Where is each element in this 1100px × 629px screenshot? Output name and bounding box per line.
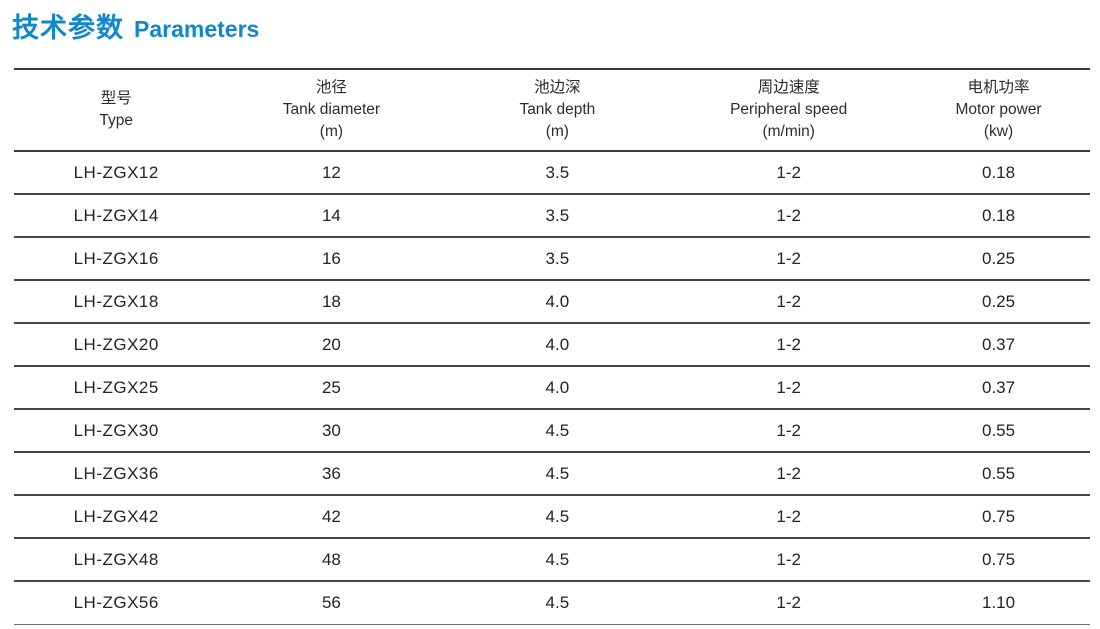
cell-value: 25 <box>218 366 445 410</box>
column-header-line: (m) <box>545 123 569 140</box>
cell-value: 4.0 <box>444 280 671 324</box>
column-header-line: Tank diameter <box>282 101 381 118</box>
cell-value: 30 <box>218 409 445 453</box>
cell-value: 0.37 <box>907 366 1090 410</box>
cell-model: LH-ZGX36 <box>14 452 219 496</box>
cell-value: 36 <box>218 452 445 496</box>
table-row: LH-ZGX25 25 4.0 1-2 0.37 <box>14 366 1090 410</box>
cell-value: 0.75 <box>907 495 1090 539</box>
cell-value: 42 <box>218 495 445 539</box>
parameters-table: 型号 Type 池径 Tank diameter (m) 池边深 Tank depth (m)… <box>14 68 1090 625</box>
cell-value: 4.5 <box>444 409 671 453</box>
table-row: LH-ZGX20 20 4.0 1-2 0.37 <box>14 323 1090 367</box>
column-header-line: 池边深 <box>534 79 581 96</box>
column-header-line: Motor power <box>955 101 1042 118</box>
column-header-line: 池径 <box>315 79 347 96</box>
cell-value: 1-2 <box>670 194 908 238</box>
cell-value: 4.5 <box>444 495 671 539</box>
column-header-line: 型号 <box>100 90 132 107</box>
table-row: LH-ZGX56 56 4.5 1-2 1.10 <box>14 581 1090 625</box>
table-row: LH-ZGX36 36 4.5 1-2 0.55 <box>14 452 1090 496</box>
cell-model: LH-ZGX48 <box>14 538 219 582</box>
cell-model: LH-ZGX56 <box>14 581 219 625</box>
column-header-line: (kw) <box>983 123 1014 140</box>
cell-value: 3.5 <box>444 151 671 195</box>
table-row: LH-ZGX12 12 3.5 1-2 0.18 <box>14 151 1090 195</box>
cell-value: 1-2 <box>670 452 908 496</box>
cell-value: 0.25 <box>907 237 1090 281</box>
cell-value: 0.37 <box>907 323 1090 367</box>
cell-value: 3.5 <box>444 237 671 281</box>
cell-value: 18 <box>218 280 445 324</box>
cell-value: 1-2 <box>670 366 908 410</box>
cell-value: 4.5 <box>444 452 671 496</box>
table-row: LH-ZGX16 16 3.5 1-2 0.25 <box>14 237 1090 281</box>
cell-model: LH-ZGX18 <box>14 280 219 324</box>
cell-value: 0.18 <box>907 194 1090 238</box>
column-header-type: 型号 Type <box>14 69 219 152</box>
cell-value: 4.0 <box>444 323 671 367</box>
cell-value: 0.25 <box>907 280 1090 324</box>
cell-value: 1-2 <box>670 237 908 281</box>
column-header-tank-depth: 池边深 Tank depth (m) <box>444 69 671 152</box>
section-title-zh: 技术参数 <box>12 13 124 43</box>
cell-value: 1-2 <box>670 495 908 539</box>
parameters-table-body: LH-ZGX12 12 3.5 1-2 0.18 LH-ZGX14 14 3.5 1-2 0.18… <box>14 151 1090 625</box>
cell-value: 0.75 <box>907 538 1090 582</box>
parameters-table-header: 型号 Type 池径 Tank diameter (m) 池边深 Tank depth (m)… <box>14 69 1090 152</box>
column-header-line: Peripheral speed <box>730 101 848 118</box>
cell-value: 1-2 <box>670 151 908 195</box>
cell-value: 0.18 <box>907 151 1090 195</box>
cell-value: 1.10 <box>907 581 1090 625</box>
column-header-line: (m) <box>319 123 344 140</box>
table-row: LH-ZGX48 48 4.5 1-2 0.75 <box>14 538 1090 582</box>
cell-model: LH-ZGX14 <box>14 194 219 238</box>
cell-value: 4.5 <box>444 538 671 582</box>
cell-model: LH-ZGX30 <box>14 409 219 453</box>
column-header-tank-diameter: 池径 Tank diameter (m) <box>218 69 445 152</box>
cell-value: 1-2 <box>670 280 908 324</box>
table-row: LH-ZGX30 30 4.5 1-2 0.55 <box>14 409 1090 453</box>
cell-value: 0.55 <box>907 452 1090 496</box>
cell-model: LH-ZGX42 <box>14 495 219 539</box>
column-header-line: Type <box>99 112 134 129</box>
section-title: 技术参数 Parameters <box>12 6 259 45</box>
column-header-line: (m/min) <box>762 123 815 140</box>
cell-value: 4.5 <box>444 581 671 625</box>
column-header-line: 电机功率 <box>967 79 1030 96</box>
table-row: LH-ZGX18 18 4.0 1-2 0.25 <box>14 280 1090 324</box>
cell-value: 0.55 <box>907 409 1090 453</box>
cell-value: 48 <box>218 538 445 582</box>
cell-model: LH-ZGX12 <box>14 151 219 195</box>
cell-value: 20 <box>218 323 445 367</box>
header-row: 型号 Type 池径 Tank diameter (m) 池边深 Tank depth (m)… <box>14 69 1090 152</box>
cell-value: 1-2 <box>670 581 908 625</box>
cell-model: LH-ZGX16 <box>14 237 219 281</box>
table-row: LH-ZGX42 42 4.5 1-2 0.75 <box>14 495 1090 539</box>
column-header-line: Tank depth <box>519 101 596 118</box>
cell-value: 4.0 <box>444 366 671 410</box>
table-row: LH-ZGX14 14 3.5 1-2 0.18 <box>14 194 1090 238</box>
column-header-motor-power: 电机功率 Motor power (kw) <box>907 69 1090 152</box>
cell-value: 14 <box>218 194 445 238</box>
cell-model: LH-ZGX25 <box>14 366 219 410</box>
cell-value: 12 <box>218 151 445 195</box>
cell-value: 3.5 <box>444 194 671 238</box>
section-title-en: Parameters <box>134 16 260 42</box>
cell-value: 1-2 <box>670 538 908 582</box>
cell-value: 1-2 <box>670 409 908 453</box>
cell-value: 1-2 <box>670 323 908 367</box>
column-header-line: 周边速度 <box>757 79 820 96</box>
cell-model: LH-ZGX20 <box>14 323 219 367</box>
cell-value: 16 <box>218 237 445 281</box>
column-header-peripheral-speed: 周边速度 Peripheral speed (m/min) <box>670 69 908 152</box>
cell-value: 56 <box>218 581 445 625</box>
